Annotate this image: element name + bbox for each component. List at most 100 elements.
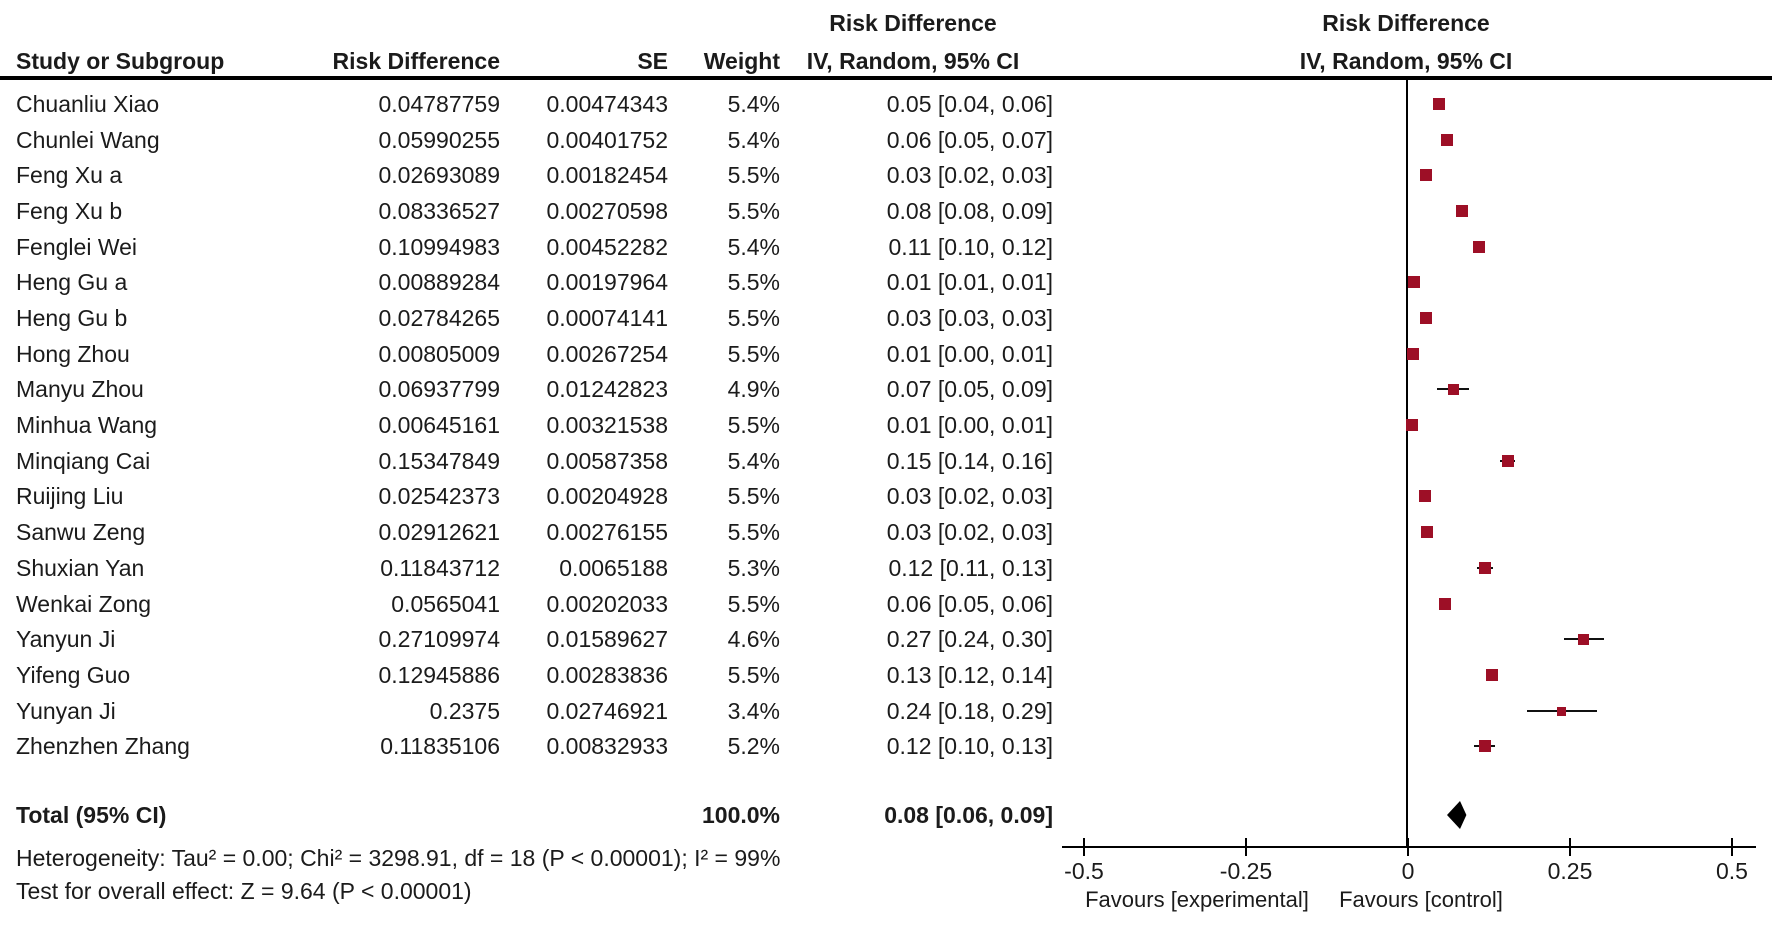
total-ci: 0.08 [0.06, 0.09]	[884, 802, 1053, 828]
column-header-se: SE	[637, 48, 668, 74]
effect-marker	[1456, 205, 1468, 217]
se-value: 0.00197964	[546, 269, 668, 295]
table-row: Feng Xu a 0.02693089 0.00182454 5.5% 0.0…	[0, 157, 1772, 193]
se-value: 0.00267254	[546, 341, 668, 367]
weight-value: 5.4%	[727, 448, 780, 474]
study-name: Feng Xu b	[16, 198, 123, 224]
rd-value: 0.02693089	[378, 162, 500, 188]
ci-value: 0.03 [0.02, 0.03]	[886, 162, 1053, 188]
table-row: Yanyun Ji 0.27109974 0.01589627 4.6% 0.2…	[0, 621, 1772, 657]
ci-value: 0.08 [0.08, 0.09]	[886, 198, 1053, 224]
axis-tick-label: 0.5	[1716, 858, 1748, 884]
study-name: Minqiang Cai	[16, 448, 151, 474]
effect-marker	[1418, 490, 1431, 502]
x-axis	[1062, 846, 1756, 848]
se-value: 0.00276155	[546, 519, 668, 545]
weight-value: 4.6%	[727, 626, 780, 652]
rd-value: 0.00889284	[378, 269, 500, 295]
ci-column-header-line2: IV, Random, 95% CI	[806, 48, 1020, 74]
table-row: Fenglei Wei 0.10994983 0.00452282 5.4% 0…	[0, 229, 1772, 265]
axis-tick	[1083, 838, 1085, 856]
ci-value: 0.07 [0.05, 0.09]	[886, 376, 1053, 402]
se-value: 0.00321538	[546, 412, 668, 438]
se-value: 0.02746921	[546, 698, 668, 724]
study-name: Minhua Wang	[16, 412, 158, 438]
header-divider	[0, 76, 1772, 80]
rd-value: 0.02912621	[378, 519, 500, 545]
ci-value: 0.13 [0.12, 0.14]	[886, 662, 1053, 688]
total-diamond	[1446, 801, 1467, 829]
rd-value: 0.02542373	[378, 483, 500, 509]
rd-value: 0.08336527	[378, 198, 500, 224]
rd-value: 0.0565041	[391, 591, 500, 617]
favours-experimental-label: Favours [experimental]	[1085, 887, 1309, 912]
ci-value: 0.03 [0.02, 0.03]	[886, 519, 1053, 545]
table-row: Chunlei Wang 0.05990255 0.00401752 5.4% …	[0, 122, 1772, 158]
effect-marker	[1578, 633, 1590, 645]
se-value: 0.01242823	[546, 376, 668, 402]
column-header-weight: Weight	[703, 48, 780, 74]
se-value: 0.00401752	[546, 127, 668, 153]
ci-value: 0.03 [0.03, 0.03]	[886, 305, 1053, 331]
effect-marker	[1420, 526, 1433, 538]
rd-value: 0.00645161	[378, 412, 500, 438]
study-name: Chunlei Wang	[16, 127, 160, 153]
effect-marker	[1485, 669, 1498, 681]
table-row: Hong Zhou 0.00805009 0.00267254 5.5% 0.0…	[0, 336, 1772, 372]
table-row: Minqiang Cai 0.15347849 0.00587358 5.4% …	[0, 443, 1772, 479]
study-name: Hong Zhou	[16, 341, 130, 367]
effect-marker	[1407, 276, 1420, 288]
rd-value: 0.00805009	[378, 341, 500, 367]
rd-value: 0.15347849	[378, 448, 500, 474]
study-name: Manyu Zhou	[16, 376, 144, 402]
se-value: 0.00182454	[546, 162, 668, 188]
se-value: 0.00283836	[546, 662, 668, 688]
study-name: Yifeng Guo	[16, 662, 131, 688]
favours-control-label: Favours [control]	[1339, 887, 1503, 912]
study-name: Yanyun Ji	[16, 626, 116, 652]
axis-tick-label: -0.25	[1219, 858, 1273, 884]
effect-marker	[1419, 169, 1432, 181]
ci-value: 0.24 [0.18, 0.29]	[886, 698, 1053, 724]
weight-value: 5.4%	[727, 127, 780, 153]
ci-value: 0.27 [0.24, 0.30]	[886, 626, 1053, 652]
se-value: 0.00270598	[546, 198, 668, 224]
study-name: Feng Xu a	[16, 162, 123, 188]
total-row: Total (95% CI) 100.0% 0.08 [0.06, 0.09]	[0, 797, 1772, 833]
rd-value: 0.12945886	[378, 662, 500, 688]
rd-value: 0.2375	[429, 698, 500, 724]
axis-tick-label: -0.5	[1064, 858, 1104, 884]
axis-tick-label: 0.25	[1547, 858, 1593, 884]
study-name: Heng Gu b	[16, 305, 128, 331]
table-row: Zhenzhen Zhang 0.11835106 0.00832933 5.2…	[0, 728, 1772, 764]
heterogeneity-text: Heterogeneity: Tau² = 0.00; Chi² = 3298.…	[16, 845, 781, 871]
ci-value: 0.15 [0.14, 0.16]	[886, 448, 1053, 474]
ci-value: 0.03 [0.02, 0.03]	[886, 483, 1053, 509]
axis-tick-label: 0	[1401, 858, 1415, 884]
ci-value: 0.05 [0.04, 0.06]	[886, 91, 1053, 117]
effect-marker	[1501, 455, 1514, 467]
weight-value: 5.4%	[727, 91, 780, 117]
zero-line	[1406, 80, 1408, 847]
axis-tick	[1407, 838, 1409, 856]
ci-value: 0.06 [0.05, 0.06]	[886, 591, 1053, 617]
rd-value: 0.11835106	[380, 733, 500, 759]
effect-marker	[1557, 706, 1567, 716]
study-name: Chuanliu Xiao	[16, 91, 160, 117]
table-row: Minhua Wang 0.00645161 0.00321538 5.5% 0…	[0, 407, 1772, 443]
rd-value: 0.11843712	[380, 555, 500, 581]
se-value: 0.00204928	[546, 483, 668, 509]
se-value: 0.0065188	[559, 555, 668, 581]
study-name: Ruijing Liu	[16, 483, 124, 509]
rd-value: 0.05990255	[378, 127, 500, 153]
table-row: Heng Gu b 0.02784265 0.00074141 5.5% 0.0…	[0, 300, 1772, 336]
ci-column-header-line1: Risk Difference	[829, 10, 997, 36]
study-name: Zhenzhen Zhang	[16, 733, 190, 759]
study-name: Fenglei Wei	[16, 234, 138, 260]
weight-value: 5.5%	[727, 662, 780, 688]
effect-marker	[1440, 134, 1453, 146]
se-value: 0.01589627	[546, 626, 668, 652]
ci-value: 0.12 [0.10, 0.13]	[886, 733, 1053, 759]
se-value: 0.00202033	[546, 591, 668, 617]
ci-value: 0.01 [0.01, 0.01]	[886, 269, 1053, 295]
